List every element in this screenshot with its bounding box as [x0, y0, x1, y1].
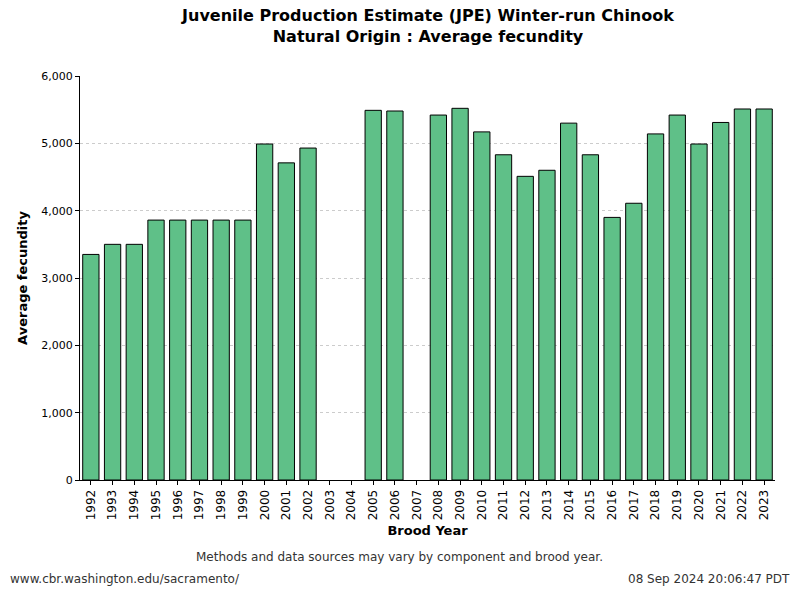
svg-text:2007: 2007: [410, 490, 424, 521]
svg-text:1993: 1993: [105, 490, 119, 521]
svg-text:2017: 2017: [627, 490, 641, 521]
svg-text:2013: 2013: [540, 490, 554, 521]
svg-text:1999: 1999: [236, 490, 250, 521]
svg-text:1992: 1992: [84, 490, 98, 521]
svg-text:Average fecundity: Average fecundity: [15, 211, 30, 345]
svg-text:2001: 2001: [279, 490, 293, 521]
svg-text:2022: 2022: [735, 490, 749, 521]
svg-text:2015: 2015: [583, 490, 597, 521]
svg-text:2002: 2002: [301, 490, 315, 521]
svg-text:2023: 2023: [757, 490, 771, 521]
svg-text:1996: 1996: [171, 490, 185, 521]
svg-text:5,000: 5,000: [41, 137, 73, 150]
svg-text:2012: 2012: [518, 490, 532, 521]
svg-text:2020: 2020: [692, 490, 706, 521]
svg-text:0: 0: [66, 474, 73, 487]
svg-text:4,000: 4,000: [41, 205, 73, 218]
svg-text:www.cbr.washington.edu/sacrame: www.cbr.washington.edu/sacramento/: [10, 572, 240, 586]
svg-text:2010: 2010: [475, 490, 489, 521]
svg-text:2011: 2011: [496, 490, 510, 521]
svg-text:2014: 2014: [562, 490, 576, 521]
svg-text:2018: 2018: [648, 490, 662, 521]
svg-text:2009: 2009: [453, 490, 467, 521]
svg-text:6,000: 6,000: [41, 70, 73, 83]
svg-text:1,000: 1,000: [41, 407, 73, 420]
svg-text:Brood Year: Brood Year: [387, 523, 468, 538]
svg-text:1994: 1994: [127, 490, 141, 521]
svg-text:3,000: 3,000: [41, 272, 73, 285]
svg-text:Methods and data sources may v: Methods and data sources may vary by com…: [196, 550, 603, 564]
svg-text:2008: 2008: [431, 490, 445, 521]
svg-text:2006: 2006: [388, 490, 402, 521]
svg-text:1997: 1997: [192, 490, 206, 521]
svg-text:2016: 2016: [605, 490, 619, 521]
svg-text:1998: 1998: [214, 490, 228, 521]
svg-text:1995: 1995: [149, 490, 163, 521]
svg-text:2005: 2005: [366, 490, 380, 521]
svg-text:Juvenile Production Estimate (: Juvenile Production Estimate (JPE) Winte…: [181, 6, 674, 46]
svg-text:08 Sep 2024 20:06:47 PDT: 08 Sep 2024 20:06:47 PDT: [628, 572, 790, 586]
svg-text:2000: 2000: [258, 490, 272, 521]
svg-text:2003: 2003: [323, 490, 337, 521]
svg-text:2019: 2019: [670, 490, 684, 521]
svg-text:2,000: 2,000: [41, 339, 73, 352]
svg-text:2004: 2004: [344, 490, 358, 521]
svg-text:2021: 2021: [714, 490, 728, 521]
